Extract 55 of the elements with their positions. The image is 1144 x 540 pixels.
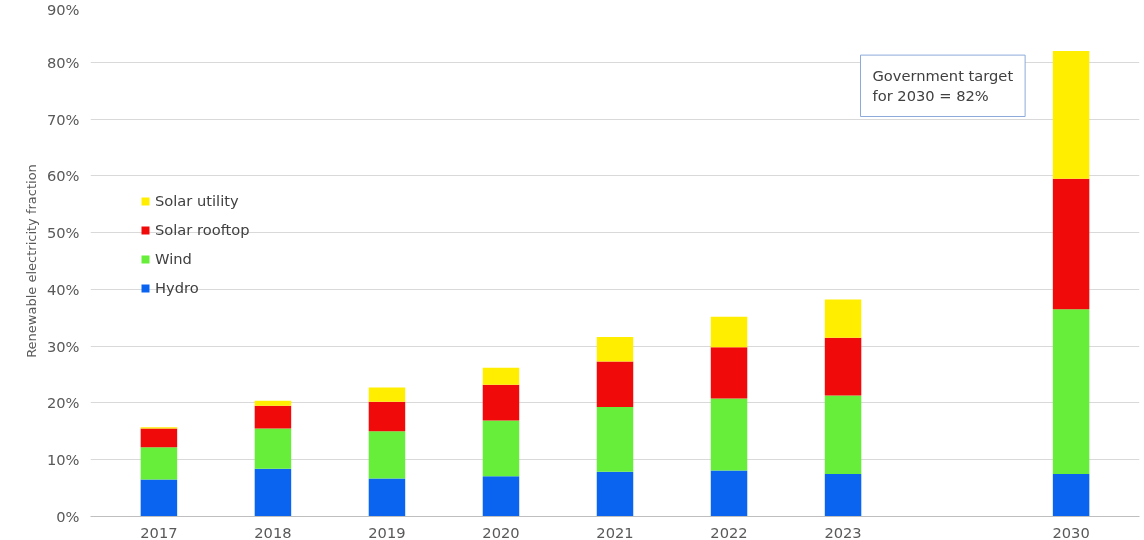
bar — [254, 405, 292, 429]
y-axis-title: Renewable electricity fraction — [23, 164, 39, 358]
x-tick-label: 2019 — [368, 523, 406, 540]
bar — [824, 395, 862, 474]
bar — [140, 447, 178, 480]
x-tick-label: 2023 — [824, 523, 862, 540]
bar — [596, 471, 634, 517]
bar — [140, 428, 178, 448]
bar — [1052, 473, 1090, 517]
y-tick-label: 30% — [46, 337, 80, 355]
bar — [1052, 178, 1090, 310]
legend-label: Solar utility — [155, 192, 239, 209]
y-tick-label: 0% — [56, 508, 80, 525]
y-tick-label: 80% — [46, 53, 80, 71]
x-tick-label: 2022 — [710, 523, 748, 540]
bar — [482, 384, 520, 421]
bar — [824, 473, 862, 517]
x-tick-label: 2018 — [254, 523, 292, 540]
x-tick-label: 2017 — [140, 523, 178, 540]
y-tick-label: 70% — [46, 110, 80, 128]
bar — [482, 367, 520, 385]
bar — [482, 420, 520, 477]
bar — [710, 316, 748, 348]
bar — [1052, 50, 1090, 179]
bar — [824, 299, 862, 338]
x-tick-label: 2020 — [482, 523, 520, 540]
bar — [710, 470, 748, 517]
bar — [368, 431, 406, 479]
y-tick-label: 50% — [46, 224, 80, 242]
x-tick-label: 2021 — [596, 523, 634, 540]
bar — [254, 428, 292, 469]
y-tick-label: 90% — [46, 0, 80, 18]
bar — [368, 401, 406, 432]
bar — [368, 478, 406, 517]
bar — [254, 468, 292, 517]
bar — [254, 400, 292, 406]
bar — [710, 398, 748, 471]
x-tick-label: 2030 — [1052, 523, 1090, 540]
annotation: Government target for 2030 = 82% — [872, 67, 1014, 105]
y-tick-label: 40% — [46, 280, 80, 298]
bar — [596, 361, 634, 407]
bar — [482, 476, 520, 517]
legend-label: Hydro — [155, 279, 199, 296]
bar — [596, 406, 634, 472]
bar — [596, 337, 634, 362]
y-tick-label: 20% — [46, 394, 80, 412]
bar — [1052, 309, 1090, 474]
bar — [368, 387, 406, 402]
y-tick-label: 60% — [46, 167, 80, 185]
bar — [140, 479, 178, 517]
bar — [710, 347, 748, 399]
legend-label: Solar rooftop — [155, 221, 250, 238]
y-tick-label: 10% — [46, 451, 80, 469]
legend-label: Wind — [155, 250, 192, 267]
bar — [824, 337, 862, 396]
